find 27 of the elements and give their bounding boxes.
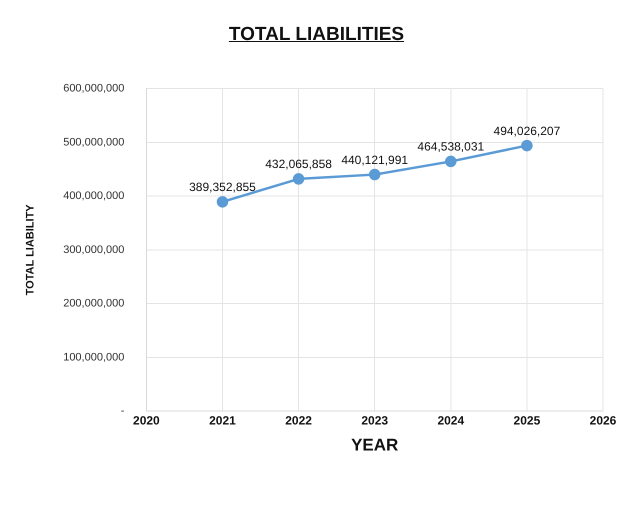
data-label: 464,538,031 — [417, 140, 484, 154]
data-label: 432,065,858 — [265, 157, 332, 172]
y-tick-label: 200,000,000 — [63, 298, 124, 310]
data-label: 494,026,207 — [494, 124, 561, 138]
data-label: 389,352,855 — [189, 180, 256, 194]
point — [216, 196, 228, 208]
y-tick-label: 500,000,000 — [63, 136, 124, 148]
y-tick-label: 400,000,000 — [63, 190, 124, 202]
data-label: 440,121,991 — [341, 152, 408, 167]
point — [292, 173, 304, 185]
x-tick-label: 2025 — [514, 414, 541, 428]
y-tick-label: 100,000,000 — [63, 351, 124, 364]
y-tick-label: 300,000,000 — [63, 244, 124, 256]
x-tick-label: 2023 — [361, 414, 388, 428]
chart-title: TOTAL LIABILITIES — [228, 24, 406, 46]
y-tick-label: - — [120, 405, 125, 418]
x-tick-label: 2022 — [285, 414, 312, 428]
y-tick-label: 600,000,000 — [63, 82, 124, 95]
x-tick-label: 2020 — [133, 414, 160, 428]
x-tick-label: 2024 — [437, 414, 464, 428]
x-tick-label: 2026 — [590, 414, 617, 428]
x-tick-label: 2021 — [209, 414, 236, 428]
y-axis-title: TOTAL LIABILITY — [24, 204, 37, 296]
point — [521, 140, 533, 152]
x-axis-title: YEAR — [351, 435, 398, 454]
point — [445, 156, 457, 168]
point — [368, 168, 380, 180]
